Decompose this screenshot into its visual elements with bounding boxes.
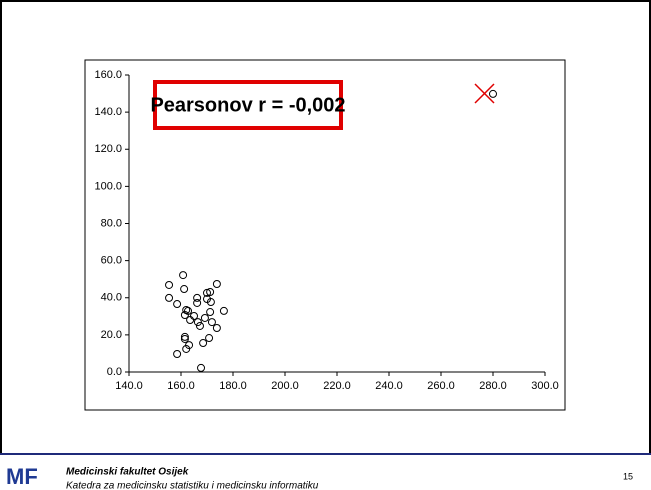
point [200,313,209,322]
highlight-cross [474,83,495,104]
x-tick-label: 280.0 [479,380,507,392]
y-tick-label: 100.0 [94,180,122,192]
point [206,298,215,307]
point [203,288,211,297]
y-tick-label: 120.0 [94,143,122,155]
annotation: Pearsonov r = -0,002 [150,94,345,116]
point [180,334,189,343]
x-tick-label: 220.0 [323,380,351,392]
logo: MF [6,464,38,489]
point [173,349,182,358]
point [207,318,216,327]
point [489,89,497,98]
point [193,318,202,327]
point [193,298,202,307]
footer [0,453,651,490]
y-tick-label: 0.0 [107,366,122,378]
page-number: 15 [623,471,633,481]
point [193,293,202,302]
x-tick-label: 300.0 [531,380,559,392]
point [197,363,206,372]
point [180,311,189,320]
x-tick-label: 200.0 [271,380,299,392]
x-tick-label: 140.0 [115,380,143,392]
x-tick-label: 180.0 [219,380,247,392]
point [179,271,188,280]
cross-line [474,83,495,104]
point [190,311,198,320]
point [182,306,191,315]
point [173,300,182,309]
y-tick-label: 40.0 [101,292,122,304]
x-tick-label: 160.0 [167,380,195,392]
point [199,339,208,348]
annotation-box [153,80,343,130]
institution: Medicinski fakultet Osijek [66,467,189,478]
x-tick-label: 240.0 [375,380,403,392]
x-tick-label: 260.0 [427,380,455,392]
department: Katedra za medicinsku statistiku i medic… [66,481,319,490]
point [212,280,221,289]
y-tick-label: 60.0 [101,255,122,267]
point [182,344,191,353]
point [165,293,174,302]
y-tick-label: 140.0 [94,106,122,118]
point [219,306,228,315]
point [195,321,204,330]
point [206,308,215,317]
point [165,280,174,289]
point [205,334,214,343]
point [206,287,215,296]
point [180,332,189,341]
y-tick-label: 160.0 [94,69,122,81]
y-tick-label: 80.0 [101,217,122,229]
y-tick-label: 20.0 [101,329,122,341]
point [212,324,221,333]
point [180,285,189,294]
